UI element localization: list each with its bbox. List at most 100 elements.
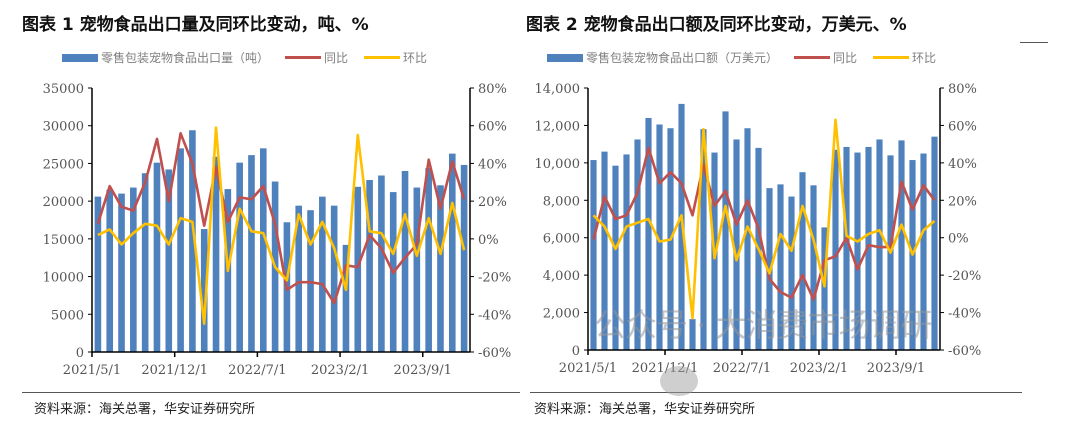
bar [236, 162, 243, 352]
bar [295, 205, 303, 352]
chart-2-legend: 零售包装宠物食品出口额（万美元） 同比 环比 [547, 49, 946, 66]
bar [130, 187, 137, 352]
legend-label: 环比 [403, 51, 428, 65]
right-tick-label: 20% [948, 194, 977, 209]
left-tick-label: 25000 [43, 157, 84, 172]
bar [777, 184, 784, 350]
bar [865, 146, 872, 350]
legend-swatch [547, 53, 583, 62]
chart-2: 0 2,000 4,000 6,000 8,000 10,000 12,000 14,000 -… [535, 82, 982, 376]
bar [200, 229, 208, 352]
bar [700, 129, 707, 350]
legend-label: 同比 [324, 51, 349, 65]
bar [366, 180, 373, 352]
chart-1-source-rule [22, 392, 520, 393]
bar [413, 187, 421, 352]
left-tick-label: 20000 [43, 195, 84, 210]
chart-2-source: 资料来源：海关总署，华安证券研究所 [534, 402, 756, 417]
bar [448, 153, 456, 352]
bar [590, 160, 597, 350]
legend-item-mom: 环比 [873, 49, 936, 66]
left-tick-label: 4,000 [543, 269, 580, 284]
right-tick-label: 60% [948, 119, 977, 134]
legend-swatch [794, 56, 831, 59]
legend-item-yoy: 同比 [794, 49, 857, 66]
bar [94, 196, 102, 352]
left-tick-label: 12,000 [535, 119, 581, 134]
right-tick-label: 80% [948, 82, 977, 97]
bar [623, 154, 630, 350]
bar [799, 172, 806, 350]
bar [843, 146, 850, 350]
bar [733, 139, 740, 350]
x-tick-label: 2021/12/1 [141, 363, 208, 378]
right-tick-label: -40% [478, 308, 511, 323]
bar [141, 173, 149, 352]
right-tick-label: 0% [478, 233, 499, 248]
left-tick-label: 14,000 [535, 82, 581, 97]
x-tick-label: 2021/5/1 [63, 363, 121, 378]
right-tick-label: -40% [948, 307, 981, 322]
wechat-icon [660, 366, 698, 396]
right-tick-label: 60% [478, 120, 507, 135]
left-tick-label: 10000 [43, 271, 84, 286]
bar [153, 162, 161, 352]
bar [165, 169, 173, 352]
bar [601, 151, 608, 350]
left-tick-label: 2,000 [543, 307, 580, 322]
bar [460, 164, 468, 352]
bar [189, 130, 196, 352]
bar [177, 148, 184, 352]
bar [212, 156, 220, 352]
bar [920, 153, 927, 350]
legend-item-bar: 零售包装宠物食品出口量（吨） [62, 49, 269, 66]
right-tick-label: 20% [478, 195, 507, 210]
mom-line [97, 126, 466, 326]
bar [832, 149, 839, 350]
right-tick-label: -60% [478, 346, 511, 361]
bar [645, 117, 652, 350]
right-tick-label: 0% [948, 232, 969, 247]
right-tick-label: -20% [948, 269, 981, 284]
bar [106, 189, 114, 352]
bar [722, 111, 729, 351]
bar [854, 152, 861, 350]
right-tick-label: 40% [948, 157, 977, 172]
legend-label: 零售包装宠物食品出口量（吨） [101, 51, 270, 65]
bar [259, 148, 267, 352]
legend-item-mom: 环比 [364, 49, 427, 66]
chart-2-source-rule [530, 392, 1022, 393]
bar [401, 170, 409, 352]
legend-item-yoy: 同比 [285, 49, 348, 66]
bar [437, 185, 444, 352]
bar [118, 193, 125, 352]
bar [876, 139, 883, 350]
chart-1-legend: 零售包装宠物食品出口量（吨） 同比 环比 [62, 49, 437, 66]
bar [248, 155, 255, 352]
legend-swatch [285, 56, 322, 59]
right-tick-label: -60% [948, 344, 981, 359]
bar [330, 205, 338, 352]
left-tick-label: 15000 [43, 233, 84, 248]
left-tick-label: 8,000 [543, 194, 580, 209]
chart-1-source: 资料来源：海关总署，华安证券研究所 [34, 402, 256, 417]
bar [821, 227, 828, 350]
bar [378, 175, 385, 352]
yoy-line [592, 146, 936, 301]
legend-label: 环比 [912, 51, 937, 65]
left-tick-label: 30000 [43, 120, 84, 135]
left-tick-label: 35000 [43, 82, 84, 97]
bar [354, 186, 362, 352]
watermark: 公众号 · 大消费市场调研 [594, 306, 933, 344]
bar [634, 139, 641, 350]
bar [788, 196, 795, 350]
yoy-line [96, 132, 466, 305]
right-tick-label: 80% [478, 82, 507, 97]
bar [342, 244, 350, 352]
x-tick-label: 2023/9/1 [867, 361, 925, 376]
legend-swatch [62, 53, 98, 62]
legend-item-bar: 零售包装宠物食品出口额（万美元） [547, 49, 778, 66]
legend-swatch [873, 56, 910, 59]
bar [689, 319, 696, 350]
